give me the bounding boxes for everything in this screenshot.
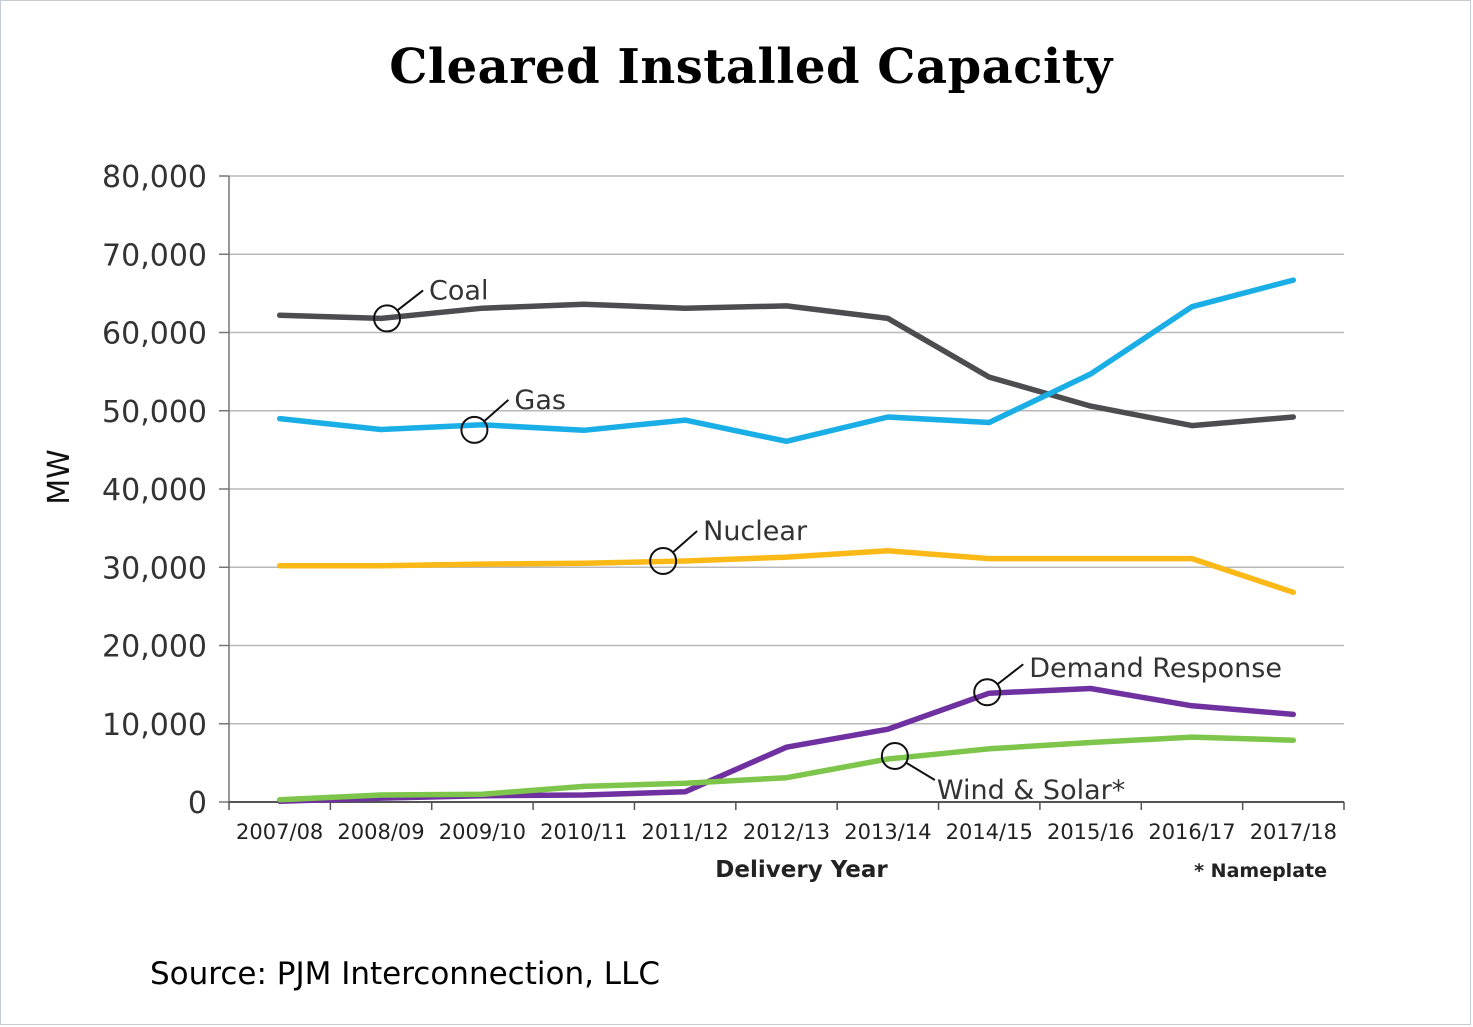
line-chart: 0 10,000 20,000 30,000 40,000 50,000 60,000 70,… [1,1,1472,1026]
x-tick-label: 2008/09 [337,820,424,844]
x-tick-label: 2007/08 [236,820,323,844]
annotation-wind-solar-label: Wind & Solar* [937,775,1125,806]
x-tick-label: 2010/11 [540,820,627,844]
x-tick-label: 2013/14 [844,820,931,844]
series-line-coal [280,304,1294,425]
y-tick-label: 60,000 [102,317,207,352]
annotation-demand-response-label: Demand Response [1029,653,1282,684]
y-tick-label: 40,000 [102,473,207,508]
source-note: Source: PJM Interconnection, LLC [150,956,660,992]
y-tick-label: 10,000 [102,708,207,743]
x-tick-labels: 2007/08 2008/09 2009/10 2010/11 2011/12 2012/… [236,820,1337,844]
y-tick-label: 70,000 [102,238,207,273]
x-tick-label: 2012/13 [743,820,830,844]
annotation-gas-marker [461,417,487,443]
annotation-demand-response-leader [997,664,1023,684]
axes [219,176,1344,810]
y-tick-label: 30,000 [102,551,207,586]
chart-frame: Cleared Installed Capacity 0 10,000 20,000… [0,0,1471,1025]
annotation-gas-label: Gas [514,385,566,416]
x-tick-label: 2014/15 [946,820,1033,844]
annotation-coal-leader [397,290,423,310]
gridlines [229,176,1344,724]
annotation-wind-solar-leader [906,763,935,780]
y-tick-labels: 0 10,000 20,000 30,000 40,000 50,000 60,000 70,… [102,160,207,821]
y-tick-label: 50,000 [102,395,207,430]
y-axis-label: MW [42,449,77,505]
x-axis-label: Delivery Year [715,857,888,883]
x-tick-label: 2017/18 [1250,820,1337,844]
x-tick-label: 2009/10 [439,820,526,844]
footnote: * Nameplate [1194,860,1327,882]
y-tick-label: 20,000 [102,630,207,665]
series-line-demand-response [280,689,1294,802]
series-line-nuclear [280,551,1294,593]
x-tick-label: 2011/12 [642,820,729,844]
y-tick-label: 0 [188,786,207,821]
annotations: Coal Gas Nuclear Demand Response Wind & Sola… [374,275,1282,806]
annotation-nuclear-leader [673,531,697,552]
annotation-coal-label: Coal [429,275,488,306]
annotation-nuclear-label: Nuclear [703,516,808,547]
y-tick-label: 80,000 [102,160,207,195]
x-tick-label: 2015/16 [1047,820,1134,844]
x-tick-label: 2016/17 [1148,820,1235,844]
